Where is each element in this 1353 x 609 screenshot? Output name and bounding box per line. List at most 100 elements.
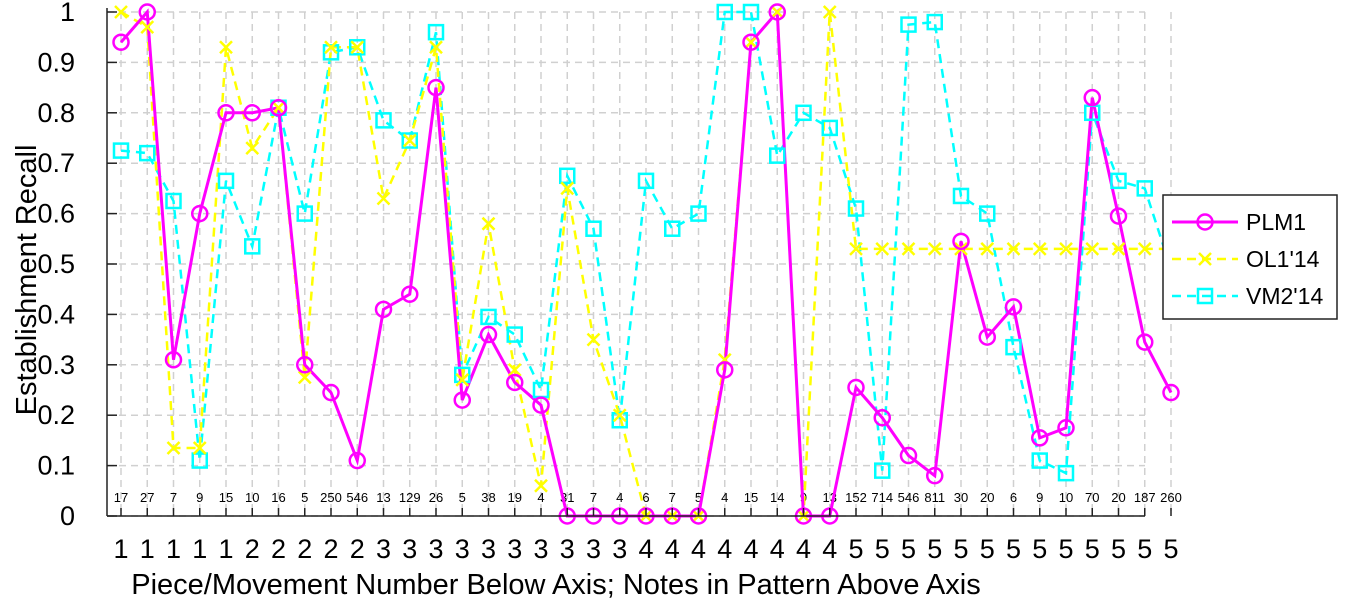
x-tick-label: 1 bbox=[192, 534, 207, 564]
note-count-label: 26 bbox=[429, 490, 443, 505]
data-point bbox=[271, 100, 286, 115]
y-tick-label: 0.5 bbox=[37, 249, 75, 279]
data-point bbox=[585, 220, 602, 237]
y-tick-label: 0.6 bbox=[37, 199, 75, 229]
note-count-label: 260 bbox=[1160, 490, 1182, 505]
data-point bbox=[1057, 464, 1075, 482]
note-count-label: 7 bbox=[669, 490, 676, 505]
data-point bbox=[873, 408, 891, 427]
data-point bbox=[114, 5, 128, 19]
data-point bbox=[742, 3, 760, 21]
x-tick-label: 4 bbox=[743, 534, 758, 564]
data-point bbox=[1005, 338, 1022, 356]
note-count-label: 7 bbox=[590, 490, 597, 505]
x-tick-label: 3 bbox=[455, 534, 470, 564]
data-point bbox=[1031, 429, 1049, 447]
data-point bbox=[1057, 419, 1075, 437]
data-point bbox=[1085, 241, 1100, 256]
data-point bbox=[481, 216, 496, 231]
data-point bbox=[875, 241, 890, 256]
data-point bbox=[560, 181, 575, 196]
x-tick-label: 5 bbox=[1006, 534, 1021, 564]
data-point bbox=[191, 452, 208, 469]
x-tick-label: 3 bbox=[402, 534, 417, 564]
data-point bbox=[376, 191, 391, 206]
x-tick-label: 5 bbox=[875, 534, 890, 564]
data-point bbox=[112, 33, 130, 51]
x-tick-label: 4 bbox=[691, 534, 706, 564]
x-tick-label: 5 bbox=[927, 534, 942, 564]
y-axis-label: Establishment Recall bbox=[11, 145, 43, 416]
data-point bbox=[900, 16, 917, 33]
data-point bbox=[926, 13, 943, 31]
note-count-label: 10 bbox=[245, 490, 259, 505]
x-tick-label: 3 bbox=[428, 534, 443, 564]
legend-box bbox=[1162, 194, 1338, 320]
x-tick-label: 4 bbox=[796, 534, 811, 564]
x-tick-label: 4 bbox=[770, 534, 785, 564]
legend: PLM1 OL1'14 VM2'14 bbox=[1162, 194, 1338, 320]
data-point bbox=[664, 220, 681, 237]
note-count-label: 5 bbox=[459, 490, 466, 505]
data-point bbox=[1136, 180, 1153, 197]
y-tick-label: 0.1 bbox=[37, 451, 75, 481]
y-tick-labels: 0 0.1 0.2 0.3 0.4 0.5 0.6 0.7 0.8 0.9 1 bbox=[37, 0, 75, 531]
note-count-label: 38 bbox=[481, 490, 495, 505]
data-point bbox=[479, 325, 498, 344]
x-tick-label: 4 bbox=[717, 534, 732, 564]
series-line-vm2-14 bbox=[120, 10, 1173, 476]
data-point bbox=[901, 241, 916, 256]
data-point bbox=[322, 44, 340, 61]
note-count-label: 13 bbox=[376, 490, 390, 505]
legend-label: VM2'14 bbox=[1246, 283, 1323, 309]
data-point bbox=[217, 172, 235, 190]
data-point bbox=[191, 204, 209, 223]
x-tick-label: 2 bbox=[245, 534, 260, 564]
data-point bbox=[219, 40, 233, 55]
data-point bbox=[296, 205, 313, 222]
data-point bbox=[821, 119, 838, 137]
note-count-label: 9 bbox=[1036, 490, 1043, 505]
data-point bbox=[506, 326, 523, 343]
data-point bbox=[297, 370, 312, 385]
data-point bbox=[1109, 207, 1128, 225]
data-point bbox=[1110, 172, 1127, 190]
data-point bbox=[927, 241, 942, 256]
data-point bbox=[243, 104, 261, 122]
data-point bbox=[217, 104, 235, 122]
y-tick-label: 0.3 bbox=[37, 350, 75, 380]
x-tick-label: 3 bbox=[586, 534, 601, 564]
data-point bbox=[1031, 452, 1048, 469]
data-point bbox=[139, 144, 156, 162]
data-point bbox=[874, 462, 891, 479]
data-point bbox=[1136, 333, 1154, 351]
data-point bbox=[1032, 241, 1047, 256]
note-count-label: 19 bbox=[508, 490, 522, 505]
x-tick-label: 5 bbox=[1085, 534, 1100, 564]
note-count-label: 152 bbox=[845, 490, 867, 505]
x-tick-label: 3 bbox=[376, 534, 391, 564]
x-tick-label: 5 bbox=[1137, 534, 1152, 564]
x-tick-label: 3 bbox=[612, 534, 627, 564]
data-point bbox=[559, 167, 576, 185]
note-count-label: 546 bbox=[346, 490, 368, 505]
data-point bbox=[402, 133, 417, 148]
data-point bbox=[744, 35, 758, 50]
data-point bbox=[348, 451, 366, 470]
data-point bbox=[849, 241, 863, 256]
x-tick-label: 3 bbox=[560, 534, 575, 564]
y-tick-label: 0.2 bbox=[37, 400, 75, 430]
note-count-label: 811 bbox=[924, 490, 945, 505]
data-point bbox=[455, 373, 470, 387]
x-tick-label: 5 bbox=[1058, 534, 1073, 564]
x-tick-label: 4 bbox=[638, 534, 653, 564]
x-tick-label: 5 bbox=[953, 534, 968, 564]
y-tick-label: 0.9 bbox=[37, 47, 75, 77]
data-point bbox=[1137, 241, 1152, 256]
x-tick-label: 4 bbox=[822, 534, 837, 564]
data-point bbox=[480, 308, 497, 326]
grid bbox=[107, 11, 1172, 517]
note-count-label: 6 bbox=[1010, 490, 1017, 505]
